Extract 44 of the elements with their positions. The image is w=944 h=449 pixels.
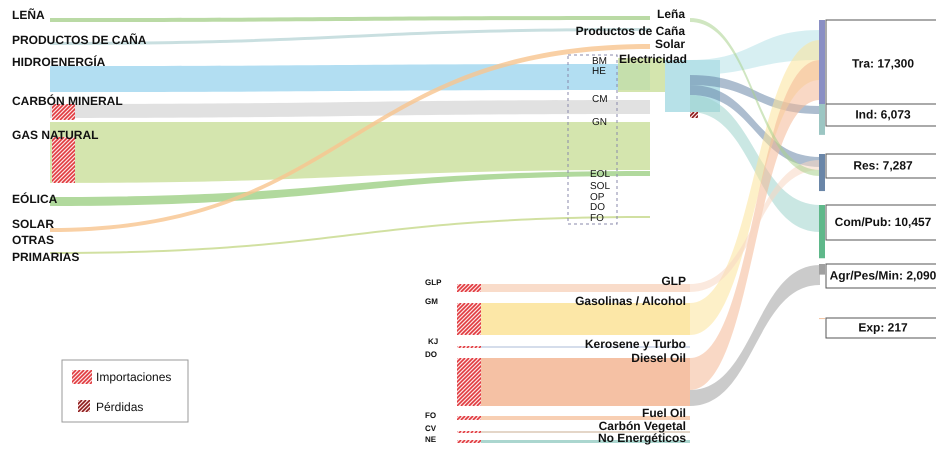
text: OTRAS [12,233,54,247]
data-label: Exp: 217 [858,320,908,334]
text: DO [590,202,606,213]
text: SOL [590,181,610,192]
text: PRODUCTOS DE CAÑA [12,33,147,47]
text: FO [590,213,604,224]
text: GLP [661,274,686,288]
data-label: Res: 7,287 [853,158,914,172]
text: Importaciones [96,370,172,384]
text: KJ [428,337,438,346]
data-label: Tra: 17,300 [852,56,914,70]
text: NE [425,435,437,444]
text: Fuel Oil [642,406,686,420]
text: Solar [654,37,686,51]
text: PRIMARIAS [12,250,80,264]
text: GN [592,117,607,128]
text: LEÑA [12,8,45,22]
text: CARBÓN MINERAL [12,94,123,108]
text: Electricidad [618,52,687,66]
text: GAS NATURAL [12,128,98,142]
text: Kerosene y Turbo [584,337,686,351]
text: GLP [425,278,442,287]
data-label: Ind: 6,073 [855,107,911,122]
text: Gasolinas / Alcohol [575,294,686,308]
text: DO [425,350,437,359]
text: Pérdidas [96,400,144,414]
text: EÓLICA [12,192,58,206]
text: OP [590,192,605,203]
text: No Energéticos [598,431,686,445]
text: HE [592,66,606,77]
text: BM [592,56,607,67]
text: HIDROENERGÍA [12,55,106,69]
text: Productos de Caña [576,24,686,38]
text: Diesel Oil [631,351,686,365]
text: GM [425,297,438,306]
text: EOL [590,169,610,180]
text: FO [425,411,436,420]
text: Leña [656,7,686,21]
text: CV [425,424,437,433]
data-label: Agr/Pes/Min: 2,090 [830,268,937,282]
text: Carbón Vegetal [598,419,686,433]
text: SOLAR [12,217,54,231]
text: CM [592,94,608,105]
data-label: Com/Pub: 10,457 [834,214,932,229]
